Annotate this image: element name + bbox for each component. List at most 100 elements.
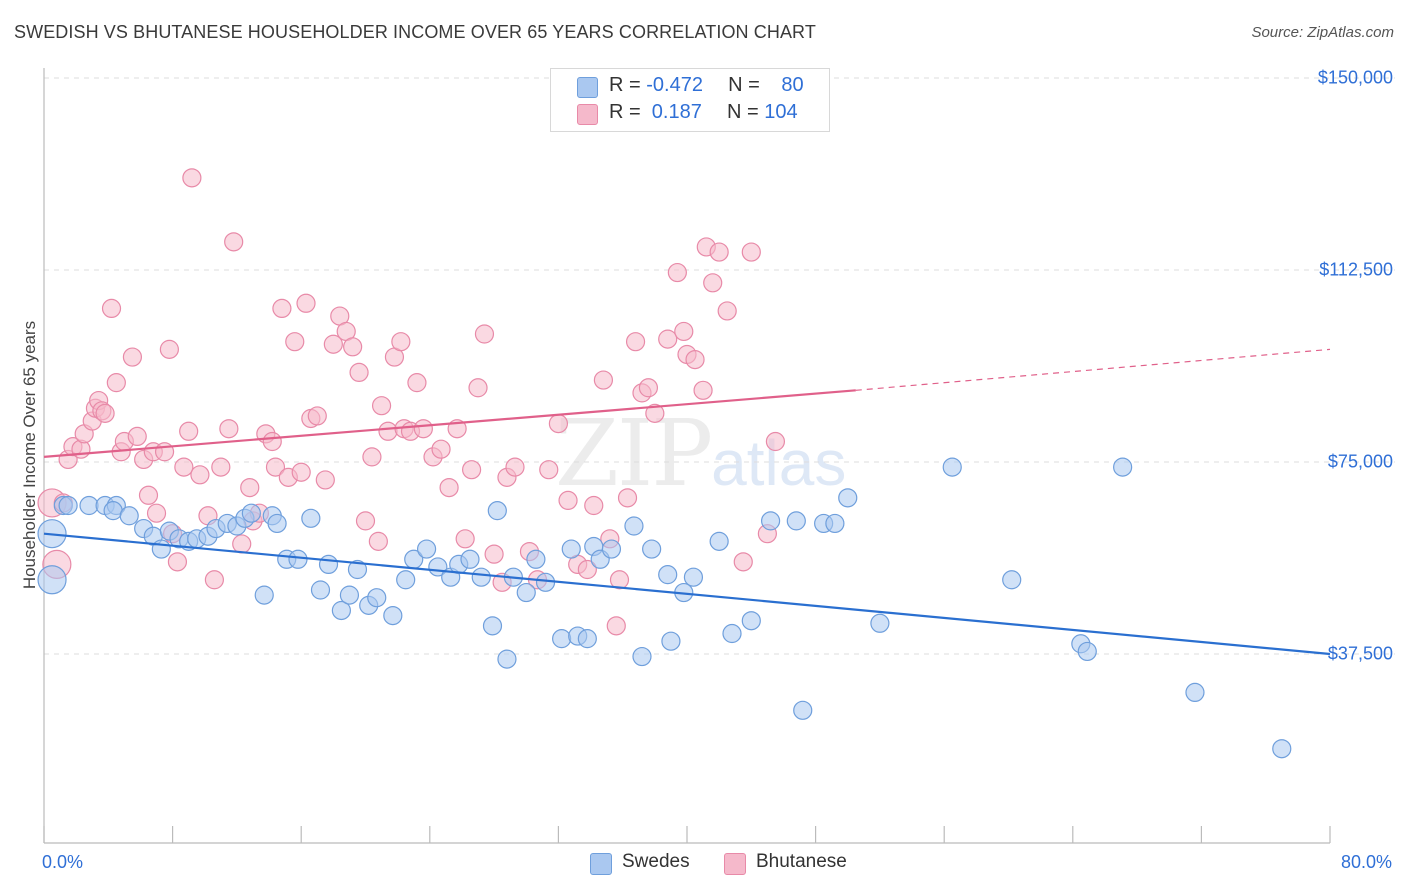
bhutanese-point-58 <box>371 396 392 416</box>
swedes-point-22 <box>254 585 274 605</box>
bhutanese-point-56 <box>362 447 382 467</box>
bhutanese-point-86 <box>593 370 614 390</box>
swedes-point-78 <box>1077 641 1097 662</box>
bhutanese-point-16 <box>122 347 143 367</box>
swedes-point-70 <box>793 700 813 720</box>
swedes-point-46 <box>497 649 517 669</box>
swedes-point-51 <box>552 629 572 649</box>
bhutanese-point-36 <box>240 478 260 498</box>
legend-n-label: N = <box>728 74 766 96</box>
legend-r-label: R = <box>609 74 647 96</box>
swedes-point-61 <box>658 565 678 585</box>
swedes-points <box>37 457 1292 759</box>
legend-r-value: 0.187 <box>646 101 702 123</box>
series-legend: Swedes Bhutanese <box>0 851 1406 879</box>
y-tick-label-0: $37,500 <box>1327 643 1393 664</box>
bhutanese-point-94 <box>645 403 665 423</box>
swedes-point-54 <box>577 629 597 649</box>
legend-row-swedes: R = -0.472 N = 80 <box>551 74 829 100</box>
axes <box>43 68 1331 844</box>
legend-swatch-blue <box>577 77 598 98</box>
swedes-point-35 <box>383 605 403 626</box>
bhutanese-trend-extension <box>855 348 1331 391</box>
bhutanese-point-64 <box>407 373 427 393</box>
swedes-point-21 <box>241 503 261 523</box>
bhutanese-point-34 <box>224 232 244 252</box>
grid-lines <box>44 77 1395 655</box>
legend-n-label: N = <box>726 101 765 123</box>
y-tick-label-2: $112,500 <box>1319 259 1393 280</box>
bhutanese-point-100 <box>693 380 713 400</box>
bhutanese-point-104 <box>717 301 737 321</box>
bhutanese-point-105 <box>733 552 753 572</box>
watermark-zip: ZIP <box>555 400 713 507</box>
y-axis-label: Householder Income Over 65 years <box>20 320 39 590</box>
swedes-point-81 <box>1272 739 1292 759</box>
bhutanese-swatch <box>724 853 746 875</box>
bhutanese-point-71 <box>461 460 482 480</box>
bhutanese-point-55 <box>355 511 376 531</box>
bhutanese-point-57 <box>368 531 388 551</box>
swedes-point-4 <box>79 495 99 516</box>
bhutanese-point-106 <box>741 242 761 262</box>
y-tick-label-3: $150,000 <box>1317 67 1393 88</box>
swedes-point-48 <box>516 582 536 603</box>
swedes-point-79 <box>1113 457 1133 477</box>
legend-swatch-pink <box>577 104 598 125</box>
trend-lines <box>43 348 1331 656</box>
bhutanese-label: Bhutanese <box>756 851 847 872</box>
swedes-point-31 <box>339 585 360 605</box>
bhutanese-point-13 <box>106 373 126 393</box>
x-tick-min: 0.0% <box>42 852 84 872</box>
x-tick-max: 80.0% <box>1340 852 1392 872</box>
bhutanese-point-23 <box>159 339 179 359</box>
swedes-point-69 <box>786 511 806 531</box>
swedes-point-7 <box>103 501 123 521</box>
swedes-point-52 <box>561 539 581 559</box>
bhutanese-point-77 <box>505 457 525 477</box>
correlation-legend: R = -0.472 N = 80 R = 0.187 N = 104 <box>550 68 830 132</box>
watermark: ZIPatlas <box>555 400 846 507</box>
bhutanese-point-11 <box>95 403 115 423</box>
swedes-point-27 <box>301 508 321 528</box>
swedes-point-64 <box>683 567 704 587</box>
bhutanese-point-54 <box>349 362 369 382</box>
swedes-point-3 <box>58 495 78 516</box>
swedes-swatch <box>590 853 612 875</box>
bhutanese-point-35 <box>232 534 252 554</box>
bhutanese-point-96 <box>667 262 687 283</box>
bhutanese-point-103 <box>709 242 729 262</box>
swedes-point-66 <box>722 623 742 644</box>
bhutanese-point-59 <box>378 421 398 441</box>
bhutanese-point-73 <box>474 324 495 344</box>
swedes-point-60 <box>642 539 662 559</box>
swedes-point-74 <box>870 613 890 633</box>
swedes-point-57 <box>601 539 622 559</box>
swedes-point-28 <box>310 580 331 600</box>
bhutanese-point-48 <box>307 406 327 426</box>
swedes-point-36 <box>396 570 416 590</box>
bhutanese-point-91 <box>625 332 646 352</box>
bhutanese-trend-line <box>43 389 856 458</box>
swedes-point-75 <box>942 457 962 477</box>
bhutanese-point-82 <box>558 490 578 510</box>
bhutanese-point-90 <box>617 488 638 508</box>
swedes-point-72 <box>825 513 845 534</box>
swedes-point-11 <box>151 539 171 559</box>
chart-title: SWEDISH VS BHUTANESE HOUSEHOLDER INCOME … <box>14 22 816 42</box>
bhutanese-point-80 <box>539 460 559 480</box>
bhutanese-point-102 <box>703 273 723 293</box>
swedes-point-30 <box>331 600 351 621</box>
bhutanese-point-26 <box>174 457 194 477</box>
swedes-point-44 <box>482 616 503 636</box>
bhutanese-point-21 <box>146 503 167 523</box>
bhutanese-point-29 <box>190 465 210 485</box>
swedes-point-29 <box>318 554 339 575</box>
bhutanese-point-89 <box>609 570 630 590</box>
swedes-point-43 <box>471 567 491 587</box>
bhutanese-point-93 <box>638 378 659 398</box>
bhutanese-point-41 <box>265 457 286 477</box>
bhutanese-point-49 <box>315 470 335 490</box>
bhutanese-point-42 <box>272 298 292 318</box>
